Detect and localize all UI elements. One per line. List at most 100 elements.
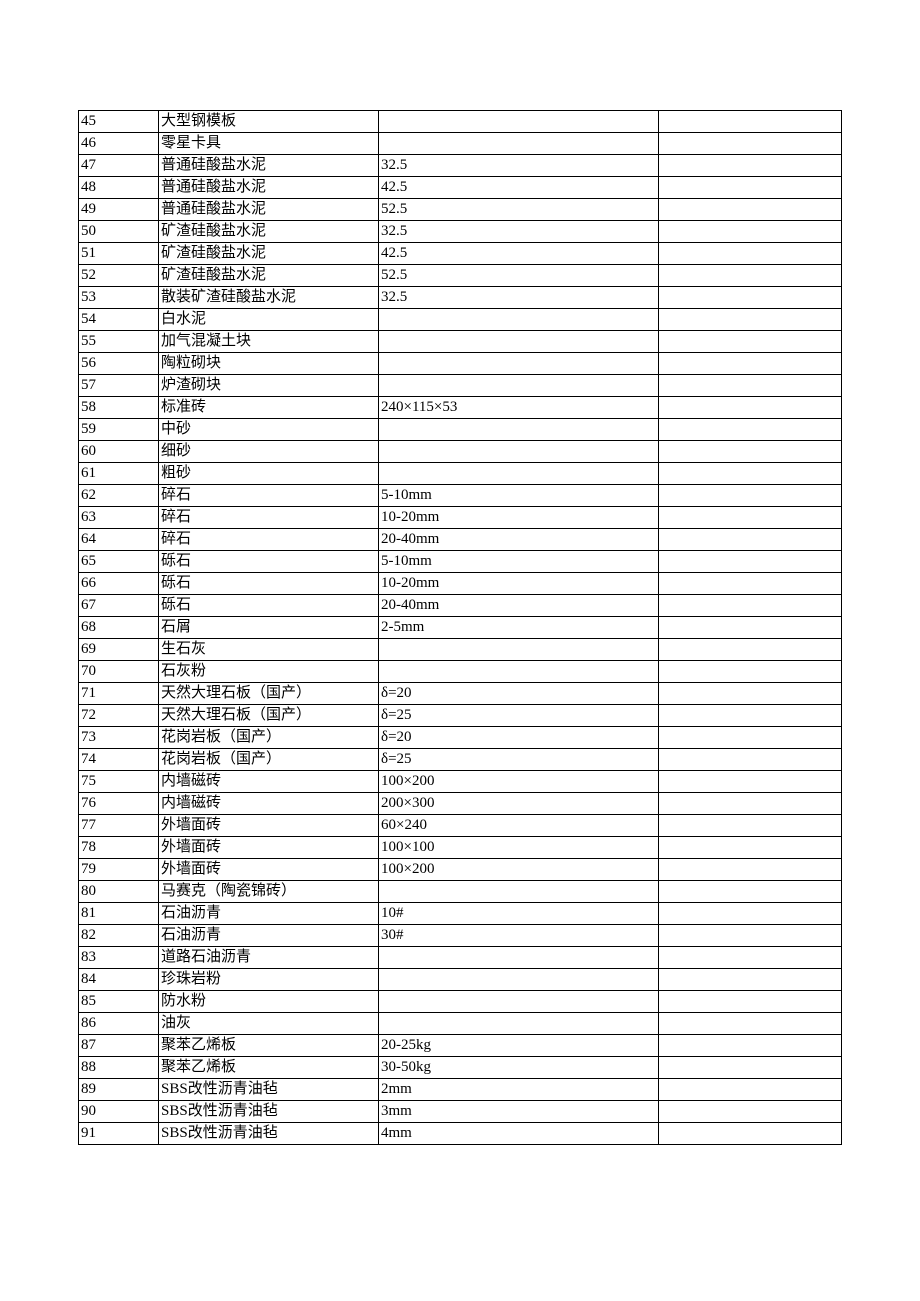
cell-spec: δ=25 (379, 749, 659, 771)
cell-index: 79 (79, 859, 159, 881)
cell-name: 天然大理石板（国产） (159, 683, 379, 705)
table-row: 65砾石5-10mm (79, 551, 842, 573)
cell-index: 83 (79, 947, 159, 969)
table-row: 70石灰粉 (79, 661, 842, 683)
cell-blank (659, 353, 842, 375)
cell-blank (659, 991, 842, 1013)
cell-index: 63 (79, 507, 159, 529)
cell-index: 82 (79, 925, 159, 947)
cell-blank (659, 661, 842, 683)
table-row: 58标准砖240×115×53 (79, 397, 842, 419)
cell-spec: 3mm (379, 1101, 659, 1123)
cell-name: 聚苯乙烯板 (159, 1035, 379, 1057)
cell-blank (659, 111, 842, 133)
cell-blank (659, 683, 842, 705)
cell-name: 外墙面砖 (159, 815, 379, 837)
cell-blank (659, 397, 842, 419)
cell-blank (659, 903, 842, 925)
table-row: 74花岗岩板（国产）δ=25 (79, 749, 842, 771)
cell-index: 89 (79, 1079, 159, 1101)
cell-index: 61 (79, 463, 159, 485)
table-row: 56陶粒砌块 (79, 353, 842, 375)
cell-index: 85 (79, 991, 159, 1013)
table-body: 45大型钢模板46零星卡具47普通硅酸盐水泥32.548普通硅酸盐水泥42.54… (79, 111, 842, 1145)
cell-spec (379, 309, 659, 331)
cell-blank (659, 925, 842, 947)
cell-name: 石油沥青 (159, 925, 379, 947)
table-row: 66砾石10-20mm (79, 573, 842, 595)
cell-spec: δ=20 (379, 683, 659, 705)
table-row: 50矿渣硅酸盐水泥32.5 (79, 221, 842, 243)
cell-blank (659, 1079, 842, 1101)
cell-index: 59 (79, 419, 159, 441)
cell-blank (659, 859, 842, 881)
cell-index: 46 (79, 133, 159, 155)
table-row: 83道路石油沥青 (79, 947, 842, 969)
cell-name: 碎石 (159, 529, 379, 551)
cell-name: 炉渣砌块 (159, 375, 379, 397)
cell-blank (659, 155, 842, 177)
cell-name: 防水粉 (159, 991, 379, 1013)
cell-blank (659, 243, 842, 265)
cell-name: 砾石 (159, 573, 379, 595)
cell-name: 大型钢模板 (159, 111, 379, 133)
table-row: 82石油沥青30# (79, 925, 842, 947)
cell-index: 91 (79, 1123, 159, 1145)
cell-spec: 5-10mm (379, 551, 659, 573)
cell-name: SBS改性沥青油毡 (159, 1079, 379, 1101)
cell-spec: 32.5 (379, 155, 659, 177)
cell-spec (379, 991, 659, 1013)
cell-spec: 2mm (379, 1079, 659, 1101)
table-row: 45大型钢模板 (79, 111, 842, 133)
table-row: 88聚苯乙烯板30-50kg (79, 1057, 842, 1079)
cell-spec: 240×115×53 (379, 397, 659, 419)
cell-index: 87 (79, 1035, 159, 1057)
cell-spec (379, 331, 659, 353)
cell-index: 45 (79, 111, 159, 133)
cell-name: 普通硅酸盐水泥 (159, 177, 379, 199)
table-row: 89SBS改性沥青油毡2mm (79, 1079, 842, 1101)
cell-spec (379, 1013, 659, 1035)
cell-index: 52 (79, 265, 159, 287)
table-row: 60细砂 (79, 441, 842, 463)
cell-spec: 32.5 (379, 287, 659, 309)
cell-name: 细砂 (159, 441, 379, 463)
cell-name: 中砂 (159, 419, 379, 441)
table-row: 52矿渣硅酸盐水泥52.5 (79, 265, 842, 287)
cell-index: 51 (79, 243, 159, 265)
cell-spec (379, 353, 659, 375)
cell-name: 外墙面砖 (159, 837, 379, 859)
cell-spec (379, 639, 659, 661)
cell-blank (659, 287, 842, 309)
cell-spec: 42.5 (379, 177, 659, 199)
cell-blank (659, 485, 842, 507)
cell-name: 生石灰 (159, 639, 379, 661)
table-row: 80马赛克（陶瓷锦砖） (79, 881, 842, 903)
cell-blank (659, 793, 842, 815)
cell-spec (379, 947, 659, 969)
cell-spec: 200×300 (379, 793, 659, 815)
cell-spec (379, 133, 659, 155)
table-row: 48普通硅酸盐水泥42.5 (79, 177, 842, 199)
cell-spec: 20-25kg (379, 1035, 659, 1057)
cell-index: 65 (79, 551, 159, 573)
cell-index: 90 (79, 1101, 159, 1123)
cell-blank (659, 265, 842, 287)
cell-spec: 5-10mm (379, 485, 659, 507)
table-row: 53散装矿渣硅酸盐水泥32.5 (79, 287, 842, 309)
cell-blank (659, 221, 842, 243)
cell-name: 花岗岩板（国产） (159, 749, 379, 771)
cell-name: SBS改性沥青油毡 (159, 1101, 379, 1123)
cell-blank (659, 595, 842, 617)
cell-blank (659, 727, 842, 749)
cell-index: 80 (79, 881, 159, 903)
cell-name: 零星卡具 (159, 133, 379, 155)
cell-blank (659, 463, 842, 485)
cell-name: 矿渣硅酸盐水泥 (159, 265, 379, 287)
cell-name: 普通硅酸盐水泥 (159, 155, 379, 177)
cell-blank (659, 1101, 842, 1123)
cell-blank (659, 573, 842, 595)
cell-spec: 100×100 (379, 837, 659, 859)
cell-blank (659, 617, 842, 639)
table-row: 46零星卡具 (79, 133, 842, 155)
